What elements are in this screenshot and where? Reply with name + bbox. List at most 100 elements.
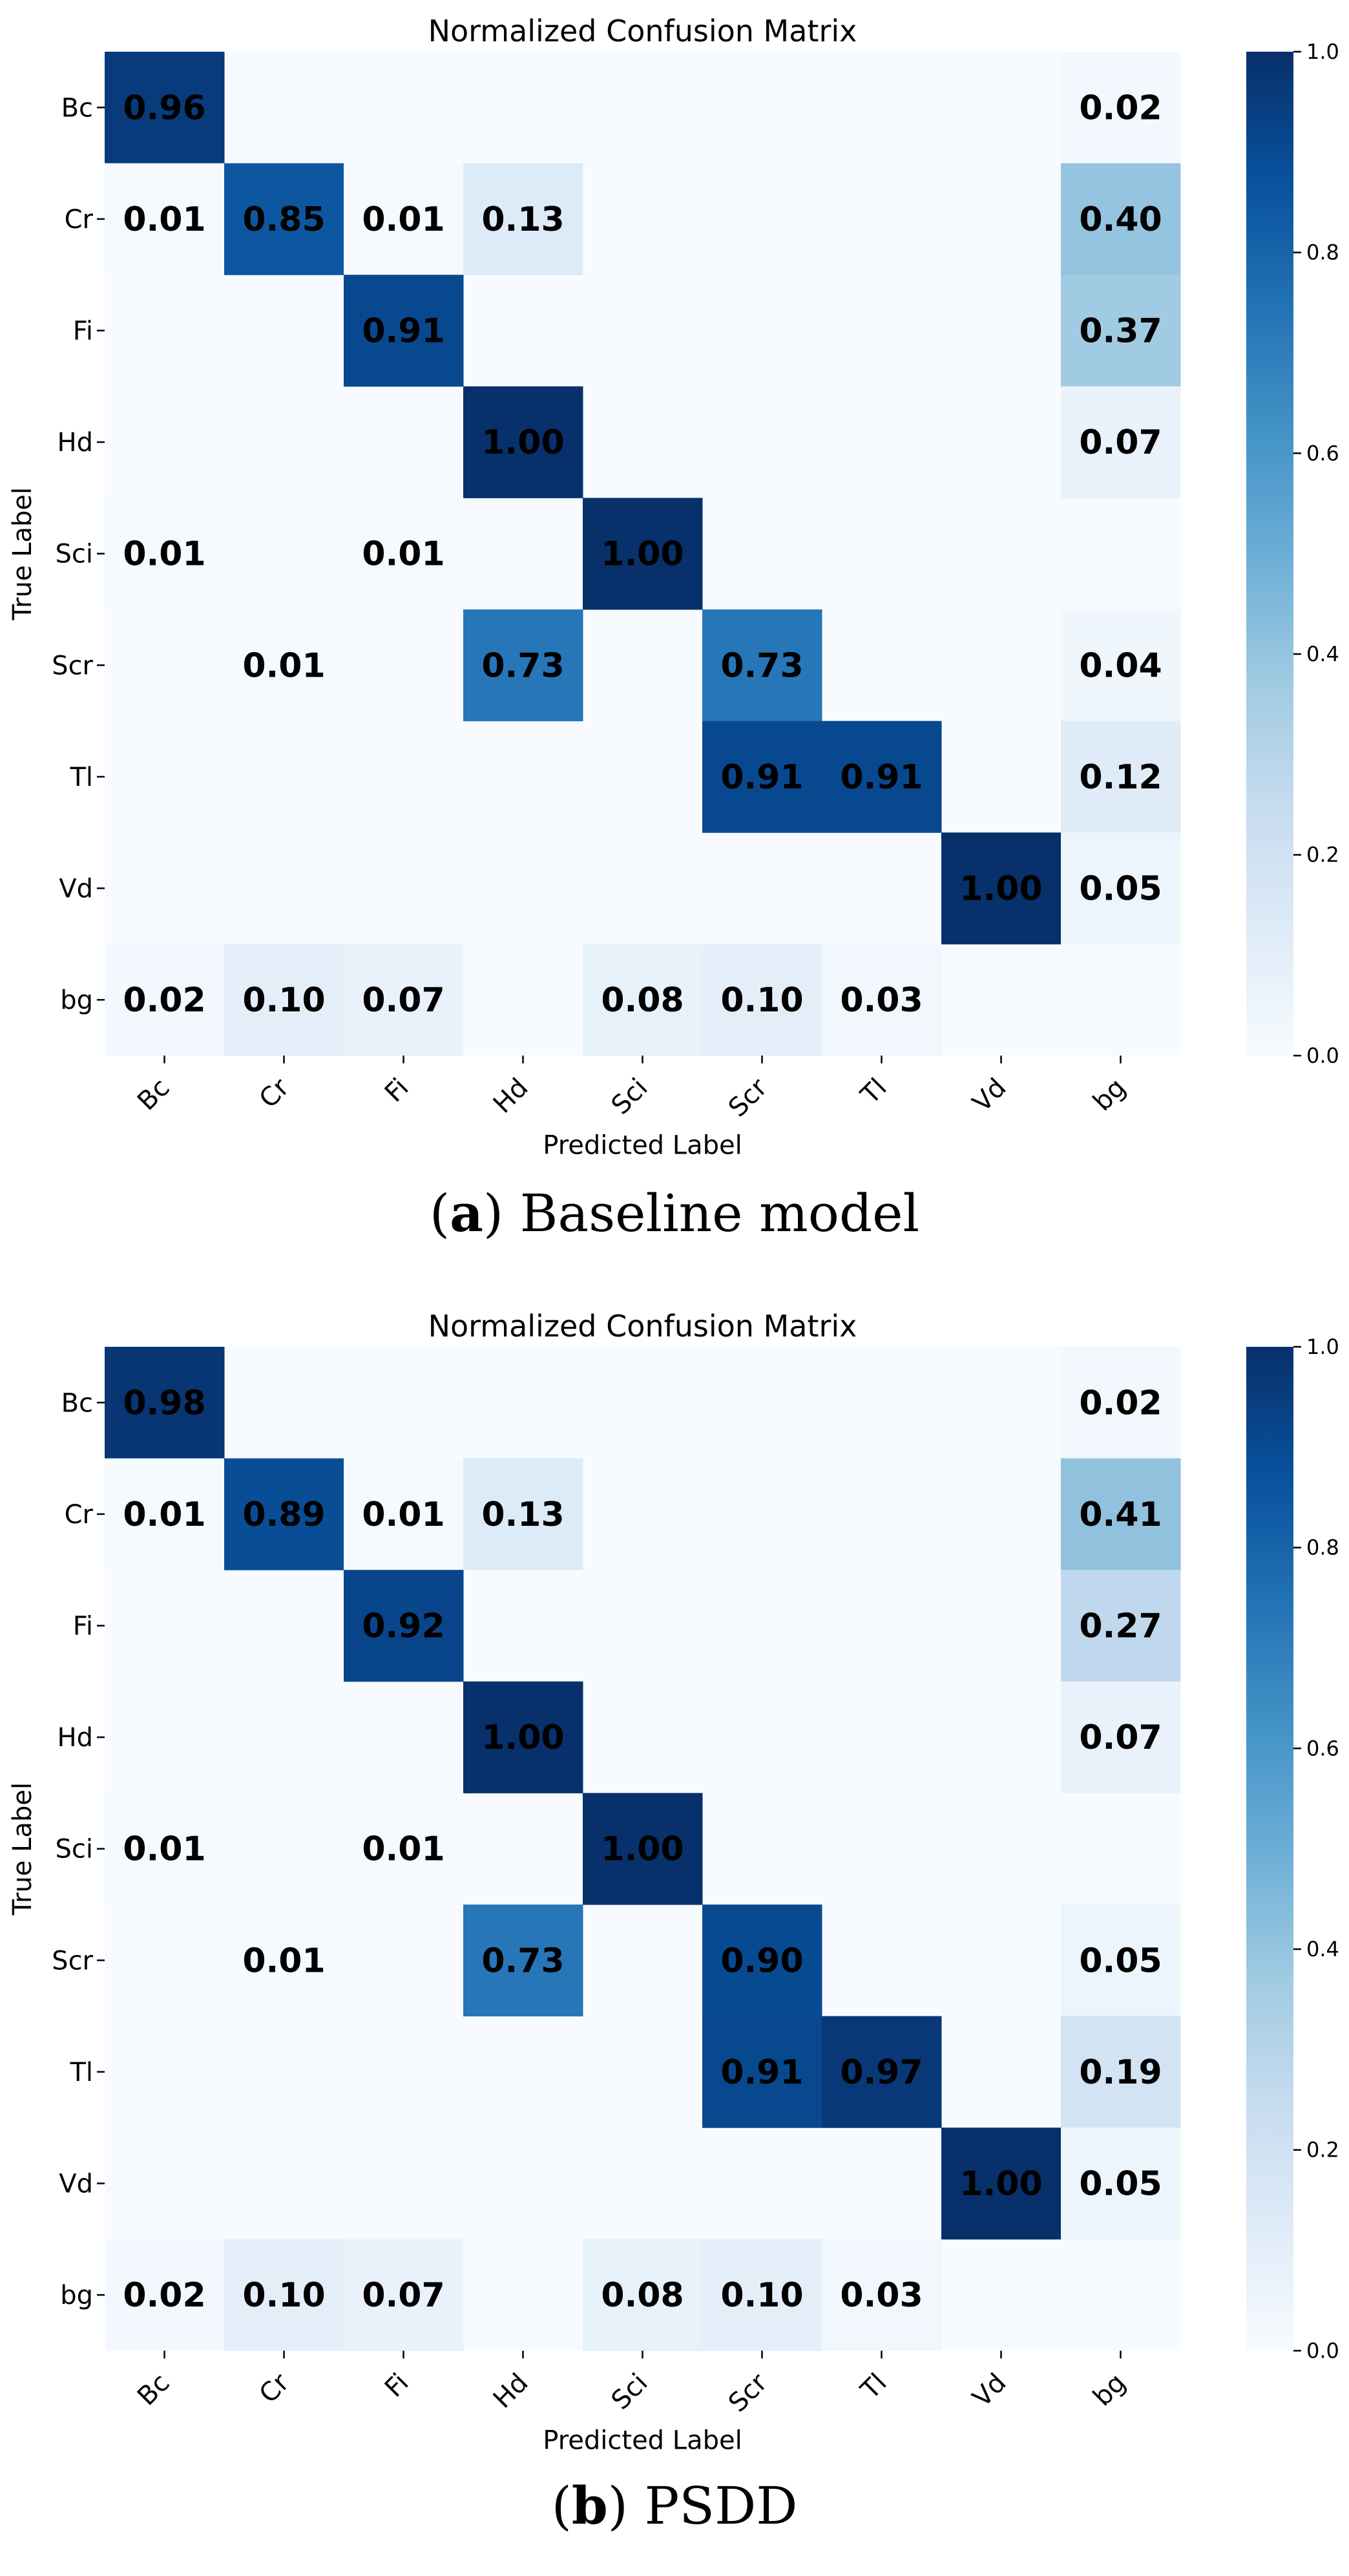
pa-cell-label-bg-Fi: 0.07 [362, 981, 444, 1020]
pa-cell-Hd-bg [1061, 386, 1181, 498]
caption-a-close: ) [483, 1183, 504, 1243]
pb-colorbar-tick-label-0.6: 0.6 [1306, 1736, 1339, 1760]
pb-cell-label-bg-Fi: 0.07 [362, 2276, 444, 2315]
pb-cell-Bc-Bc [105, 1347, 225, 1459]
pb-cell-Fi-bg [1061, 1570, 1181, 1682]
pb-cell-Cr-Cr [224, 1458, 344, 1570]
pa-cell-Sci-Sci [583, 498, 703, 610]
caption-a: (a) Baseline model [0, 1183, 1349, 1243]
pa-cell-Vd-bg [1061, 832, 1181, 945]
pb-cell-Cr-Bc [105, 1458, 225, 1570]
pa-cell-Fi-Fi [344, 275, 464, 387]
pa-cell-Cr-Cr [224, 163, 344, 275]
pa-x-tick-label-Hd: Hd [488, 1073, 534, 1119]
pa-cell-Hd-Hd [463, 386, 583, 498]
pb-cell-Vd-Vd [941, 2127, 1061, 2240]
caption-b-open: ( [551, 2476, 572, 2536]
pb-x-tick-label-Sci: Sci [606, 2368, 654, 2416]
pa-cell-Cr-Bc [105, 163, 225, 275]
pb-cell-Cr-bg [1061, 1458, 1181, 1570]
pa-cell-label-Scr-Hd: 0.73 [481, 646, 564, 685]
pa-y-tick-label-Vd: Vd [59, 874, 93, 904]
pb-x-axis-title: Predicted Label [543, 2425, 742, 2455]
pb-cell-bg-Tl [822, 2239, 942, 2351]
pa-cell-label-Scr-bg: 0.04 [1079, 646, 1162, 685]
pa-colorbar-tick-label-0.8: 0.8 [1306, 240, 1339, 265]
pa-cell-label-Cr-Cr: 0.85 [242, 200, 325, 239]
pb-cell-label-Sci-Sci: 1.00 [601, 1830, 684, 1869]
pb-cell-Tl-bg [1061, 2016, 1181, 2128]
pb-y-axis-title: True Label [8, 1782, 37, 1916]
pa-cell-label-Cr-Fi: 0.01 [362, 200, 444, 239]
pb-cell-label-Sci-Fi: 0.01 [362, 1830, 444, 1869]
pa-colorbar-tick-label-1.0: 1.0 [1306, 39, 1339, 64]
pb-cell-label-Cr-Cr: 0.89 [242, 1495, 325, 1534]
pb-cell-Cr-Hd [463, 1458, 583, 1570]
pa-cell-label-bg-Tl: 0.03 [840, 981, 923, 1020]
pb-y-tick-label-Scr: Scr [52, 1946, 93, 1976]
pb-x-tick-label-Tl: Tl [855, 2368, 892, 2405]
pa-x-tick-label-Fi: Fi [379, 1073, 415, 1108]
pb-y-tick-label-bg: bg [60, 2281, 93, 2310]
pa-x-tick-label-Sci: Sci [606, 1073, 654, 1121]
panel-baseline: Normalized Confusion Matrix 0.96 0.02 0.01 0… [8, 14, 1339, 1160]
pb-cell-Vd-bg [1061, 2127, 1181, 2240]
pb-cell-Hd-Hd [463, 1681, 583, 1793]
pb-cell-label-Vd-Vd: 1.00 [959, 2165, 1042, 2204]
pb-cell-bg-Cr [224, 2239, 344, 2351]
pb-cell-Scr-bg [1061, 1905, 1181, 2017]
pa-cell-Tl-Scr [702, 721, 822, 833]
pa-cell-label-Cr-bg: 0.40 [1079, 200, 1162, 239]
pb-cell-Cr-Fi [344, 1458, 464, 1570]
pa-x-tick-label-Cr: Cr [254, 1073, 295, 1114]
pa-cell-label-bg-Scr: 0.10 [720, 981, 803, 1020]
pb-cell-label-Cr-Fi: 0.01 [362, 1495, 444, 1534]
pb-cell-label-bg-Tl: 0.03 [840, 2276, 923, 2315]
pb-cell-Hd-bg [1061, 1681, 1181, 1793]
pb-x-tick-label-Bc: Bc [132, 2368, 175, 2411]
caption-b: (b) PSDD [0, 2475, 1349, 2536]
pa-colorbar-tick-label-0.6: 0.6 [1306, 441, 1339, 465]
pb-chart-title: Normalized Confusion Matrix [428, 1309, 857, 1344]
pa-x-axis-title: Predicted Label [543, 1130, 742, 1160]
pa-cell-Bc-Bc [105, 52, 225, 164]
pb-cell-bg-Fi [344, 2239, 464, 2351]
pa-y-tick-label-Sci: Sci [56, 540, 94, 569]
pb-cell-label-Vd-bg: 0.05 [1079, 2165, 1162, 2204]
pb-cell-Fi-Fi [344, 1570, 464, 1682]
pa-cell-Vd-Vd [941, 832, 1061, 945]
pb-cell-label-Tl-Tl: 0.97 [840, 2053, 923, 2092]
pb-colorbar-tick-label-0.8: 0.8 [1306, 1536, 1339, 1560]
pa-x-tick-label-Bc: Bc [132, 1073, 175, 1116]
pa-cell-label-Fi-Fi: 0.91 [362, 312, 444, 351]
pb-cell-Scr-Hd [463, 1905, 583, 2017]
pa-cell-label-bg-Sci: 0.08 [601, 981, 684, 1020]
pb-cell-label-bg-Sci: 0.08 [601, 2276, 684, 2315]
caption-b-text: PSDD [628, 2476, 798, 2536]
pa-cell-label-Tl-Scr: 0.91 [720, 758, 803, 797]
pb-cell-label-bg-Scr: 0.10 [720, 2276, 803, 2315]
caption-a-letter: a [450, 1183, 483, 1243]
pa-cell-label-Sci-Fi: 0.01 [362, 535, 444, 574]
pb-cell-label-Scr-Hd: 0.73 [481, 1941, 564, 1980]
pa-y-tick-label-bg: bg [60, 986, 93, 1015]
pa-cell-label-Sci-Sci: 1.00 [601, 535, 684, 574]
pb-cell-Sci-Sci [583, 1793, 703, 1905]
pb-cell-label-Sci-Bc: 0.01 [123, 1830, 205, 1869]
pb-cell-label-Tl-bg: 0.19 [1079, 2053, 1162, 2092]
pb-y-tick-label-Tl: Tl [69, 2058, 93, 2087]
pa-colorbar [1246, 52, 1293, 1056]
pb-cell-label-Scr-Scr: 0.90 [720, 1941, 803, 1980]
pa-cell-label-Sci-Bc: 0.01 [123, 535, 205, 574]
pb-cell-bg-Bc [105, 2239, 225, 2351]
pb-colorbar-tick-label-0.0: 0.0 [1306, 2338, 1339, 2363]
pa-cell-label-Hd-Hd: 1.00 [481, 423, 564, 462]
caption-a-open: ( [429, 1183, 450, 1243]
pa-chart-title: Normalized Confusion Matrix [428, 14, 857, 48]
pb-cell-label-bg-Cr: 0.10 [242, 2276, 325, 2315]
pb-cell-label-Bc-bg: 0.02 [1079, 1384, 1162, 1422]
pa-cell-label-Cr-Bc: 0.01 [123, 200, 205, 239]
pb-y-tick-label-Sci: Sci [56, 1835, 94, 1864]
pb-x-tick-label-bg: bg [1087, 2368, 1131, 2412]
pa-cell-bg-Sci [583, 944, 703, 1056]
